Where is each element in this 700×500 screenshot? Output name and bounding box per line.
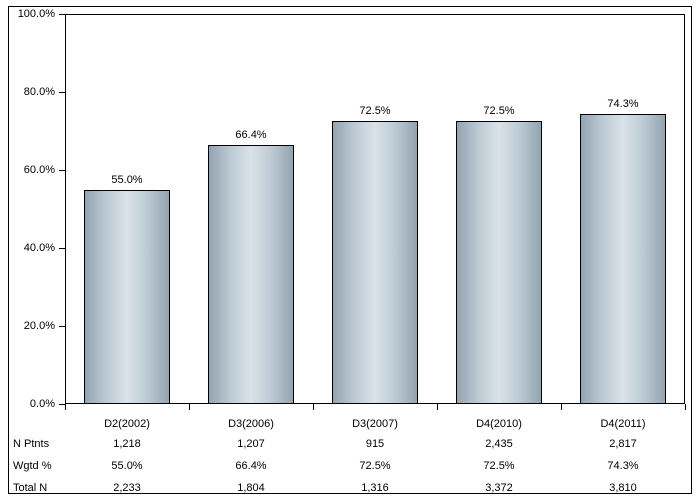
table-cell: 2,435 [485,438,513,450]
bar-value-label: 74.3% [607,98,638,110]
x-category-label: D3(2006) [228,418,274,430]
x-category-label: D2(2002) [104,418,150,430]
x-category-label: D3(2007) [352,418,398,430]
bar [208,145,295,404]
table-cell: 1,218 [113,438,141,450]
table-cell: 3,810 [609,482,637,494]
x-tick-mark [189,404,190,410]
y-tick-mark [59,170,65,171]
y-tick-mark [59,14,65,15]
table-cell: 66.4% [235,460,266,472]
y-tick-label: 40.0% [0,242,55,254]
table-cell: 915 [366,438,384,450]
table-row-label: N Ptnts [13,438,49,450]
table-row-label: Wgtd % [13,460,52,472]
table-cell: 2,817 [609,438,637,450]
x-tick-mark [561,404,562,410]
table-cell: 72.5% [359,460,390,472]
table-cell: 1,207 [237,438,265,450]
y-tick-label: 80.0% [0,86,55,98]
bar [456,121,543,404]
table-cell: 2,233 [113,482,141,494]
bar [332,121,419,404]
table-cell: 72.5% [483,460,514,472]
table-cell: 3,372 [485,482,513,494]
bar [84,190,171,405]
y-tick-mark [59,92,65,93]
x-tick-mark [65,404,66,410]
bar [580,114,667,404]
y-tick-mark [59,248,65,249]
table-cell: 55.0% [111,460,142,472]
bar-value-label: 66.4% [235,129,266,141]
x-tick-mark [313,404,314,410]
table-cell: 1,316 [361,482,389,494]
y-tick-label: 20.0% [0,320,55,332]
bar-value-label: 55.0% [111,174,142,186]
y-tick-label: 60.0% [0,164,55,176]
table-row-label: Total N [13,482,47,494]
table-cell: 1,804 [237,482,265,494]
x-category-label: D4(2011) [600,418,645,430]
x-tick-mark [685,404,686,410]
chart-container: 0.0% 20.0% 40.0% 60.0% 80.0% 100.0% 55.0% D2(20… [0,0,700,500]
table-cell: 74.3% [607,460,638,472]
bar-value-label: 72.5% [483,105,514,117]
y-tick-label: 0.0% [0,398,55,410]
bar-value-label: 72.5% [359,105,390,117]
x-tick-mark [437,404,438,410]
x-category-label: D4(2010) [476,418,522,430]
y-tick-mark [59,326,65,327]
y-tick-label: 100.0% [0,8,55,20]
